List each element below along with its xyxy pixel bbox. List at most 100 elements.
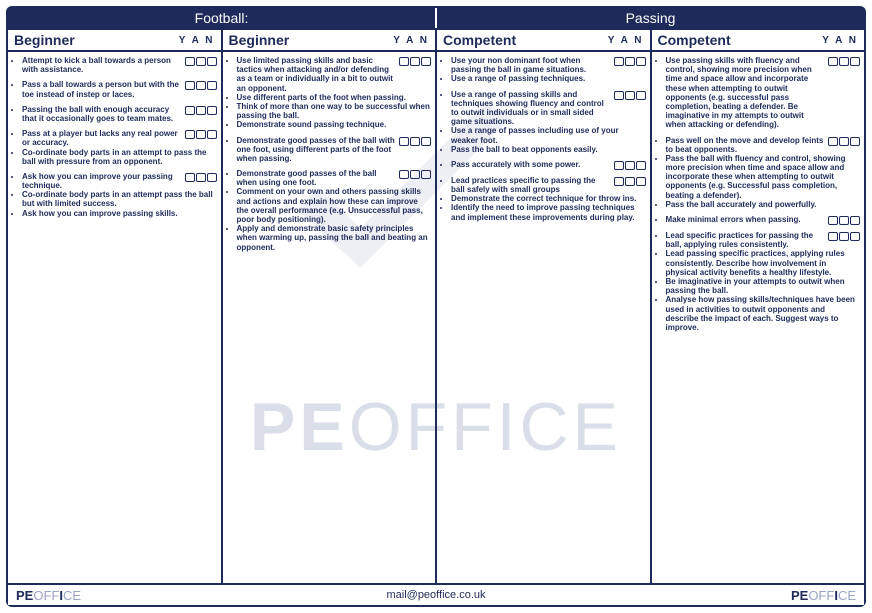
checkbox[interactable]: [636, 177, 646, 186]
checkbox[interactable]: [850, 57, 860, 66]
checkbox[interactable]: [196, 106, 206, 115]
yan-checkboxes: [185, 129, 217, 139]
criteria-bullet-list: Co-ordinate body parts in an attempt to …: [14, 148, 217, 166]
criteria-text: Think of more than one way to be success…: [237, 102, 432, 120]
checkbox[interactable]: [410, 137, 420, 146]
yan-checkboxes: [185, 80, 217, 90]
checkbox[interactable]: [625, 91, 635, 100]
criteria-text: Demonstrate the correct technique for th…: [451, 194, 646, 203]
criteria-bullet-list: Analyse how passing skills/techniques ha…: [658, 295, 861, 332]
checkbox[interactable]: [207, 173, 217, 182]
checkbox[interactable]: [828, 137, 838, 146]
criteria-bullet-list: Comment on your own and others passing s…: [229, 187, 432, 224]
columns-container: BeginnerY A NAttempt to kick a ball towa…: [8, 30, 864, 583]
criteria-row: Passing the ball with enough accuracy th…: [14, 105, 217, 123]
criteria-text: Apply and demonstrate basic safety princ…: [237, 224, 432, 252]
checkbox[interactable]: [421, 57, 431, 66]
checkbox[interactable]: [196, 81, 206, 90]
criteria-row: Use a range of passes including use of y…: [443, 126, 646, 144]
criteria-row: Use limited passing skills and basic tac…: [229, 56, 432, 93]
yan-label: Y A N: [822, 35, 858, 46]
checkbox[interactable]: [614, 91, 624, 100]
assessment-column: BeginnerY A NAttempt to kick a ball towa…: [8, 30, 223, 583]
criteria-bullet-list: Use your non dominant foot when passing …: [443, 56, 610, 74]
checkbox[interactable]: [421, 137, 431, 146]
criteria-group: Use passing skills with fluency and cont…: [658, 56, 861, 130]
criteria-row: Demonstrate good passes of the ball with…: [229, 136, 432, 164]
checkbox[interactable]: [410, 170, 420, 179]
checkbox[interactable]: [185, 57, 195, 66]
checkbox[interactable]: [828, 232, 838, 241]
checkbox[interactable]: [399, 170, 409, 179]
checkbox[interactable]: [207, 106, 217, 115]
checkbox[interactable]: [399, 137, 409, 146]
criteria-text: Pass the ball to beat opponents easily.: [451, 145, 646, 154]
yan-checkboxes: [828, 56, 860, 66]
criteria-bullet-list: Pass the ball to beat opponents easily.: [443, 145, 646, 154]
checkbox[interactable]: [207, 57, 217, 66]
criteria-row: Attempt to kick a ball towards a person …: [14, 56, 217, 74]
title-row: Football: Passing: [8, 8, 864, 30]
column-body: Attempt to kick a ball towards a person …: [8, 52, 221, 583]
criteria-text: Use a range of passing techniques.: [451, 74, 646, 83]
checkbox[interactable]: [196, 57, 206, 66]
criteria-bullet-list: Pass the ball accurately and powerfully.: [658, 200, 861, 209]
yan-checkboxes: [399, 56, 431, 66]
yan-checkboxes: [185, 105, 217, 115]
criteria-bullet-list: Demonstrate good passes of the ball with…: [229, 136, 396, 164]
checkbox[interactable]: [839, 57, 849, 66]
criteria-group: Demonstrate good passes of the ball when…: [229, 169, 432, 252]
footer-mail: mail@peoffice.co.uk: [128, 589, 744, 601]
checkbox[interactable]: [614, 177, 624, 186]
checkbox[interactable]: [207, 81, 217, 90]
criteria-text: Pass the ball with fluency and control, …: [666, 154, 861, 200]
criteria-group: Lead practices specific to passing the b…: [443, 176, 646, 222]
criteria-bullet-list: Attempt to kick a ball towards a person …: [14, 56, 181, 74]
checkbox[interactable]: [625, 177, 635, 186]
checkbox[interactable]: [625, 57, 635, 66]
yan-checkboxes: [399, 169, 431, 179]
criteria-text: Make minimal errors when passing.: [666, 215, 825, 224]
checkbox[interactable]: [185, 81, 195, 90]
yan-checkboxes: [828, 136, 860, 146]
checkbox[interactable]: [850, 216, 860, 225]
checkbox[interactable]: [421, 170, 431, 179]
checkbox[interactable]: [399, 57, 409, 66]
criteria-row: Be imaginative in your attempts to outwi…: [658, 277, 861, 295]
checkbox[interactable]: [828, 57, 838, 66]
checkbox[interactable]: [828, 216, 838, 225]
yan-checkboxes: [399, 136, 431, 146]
checkbox[interactable]: [636, 91, 646, 100]
criteria-row: Co-ordinate body parts in an attempt pas…: [14, 190, 217, 208]
criteria-row: Pass the ball with fluency and control, …: [658, 154, 861, 200]
criteria-row: Use different parts of the foot when pas…: [229, 93, 432, 102]
criteria-text: Use passing skills with fluency and cont…: [666, 56, 825, 130]
checkbox[interactable]: [185, 173, 195, 182]
column-header: CompetentY A N: [652, 30, 865, 52]
checkbox[interactable]: [614, 57, 624, 66]
checkbox[interactable]: [196, 130, 206, 139]
criteria-text: Lead passing specific practices, applyin…: [666, 249, 861, 277]
checkbox[interactable]: [196, 173, 206, 182]
criteria-group: Use your non dominant foot when passing …: [443, 56, 646, 84]
checkbox[interactable]: [636, 57, 646, 66]
checkbox[interactable]: [185, 106, 195, 115]
criteria-text: Pass accurately with some power.: [451, 160, 610, 169]
checkbox[interactable]: [839, 232, 849, 241]
checkbox[interactable]: [850, 232, 860, 241]
checkbox[interactable]: [839, 216, 849, 225]
criteria-bullet-list: Make minimal errors when passing.: [658, 215, 825, 224]
checkbox[interactable]: [185, 130, 195, 139]
checkbox[interactable]: [839, 137, 849, 146]
checkbox[interactable]: [850, 137, 860, 146]
checkbox[interactable]: [207, 130, 217, 139]
criteria-bullet-list: Think of more than one way to be success…: [229, 102, 432, 120]
criteria-row: Pass well on the move and develop feints…: [658, 136, 861, 154]
column-body: Use your non dominant foot when passing …: [437, 52, 650, 583]
checkbox[interactable]: [614, 161, 624, 170]
criteria-text: Use a range of passing skills and techni…: [451, 90, 610, 127]
checkbox[interactable]: [410, 57, 420, 66]
criteria-row: Pass at a player but lacks any real powe…: [14, 129, 217, 147]
checkbox[interactable]: [636, 161, 646, 170]
checkbox[interactable]: [625, 161, 635, 170]
